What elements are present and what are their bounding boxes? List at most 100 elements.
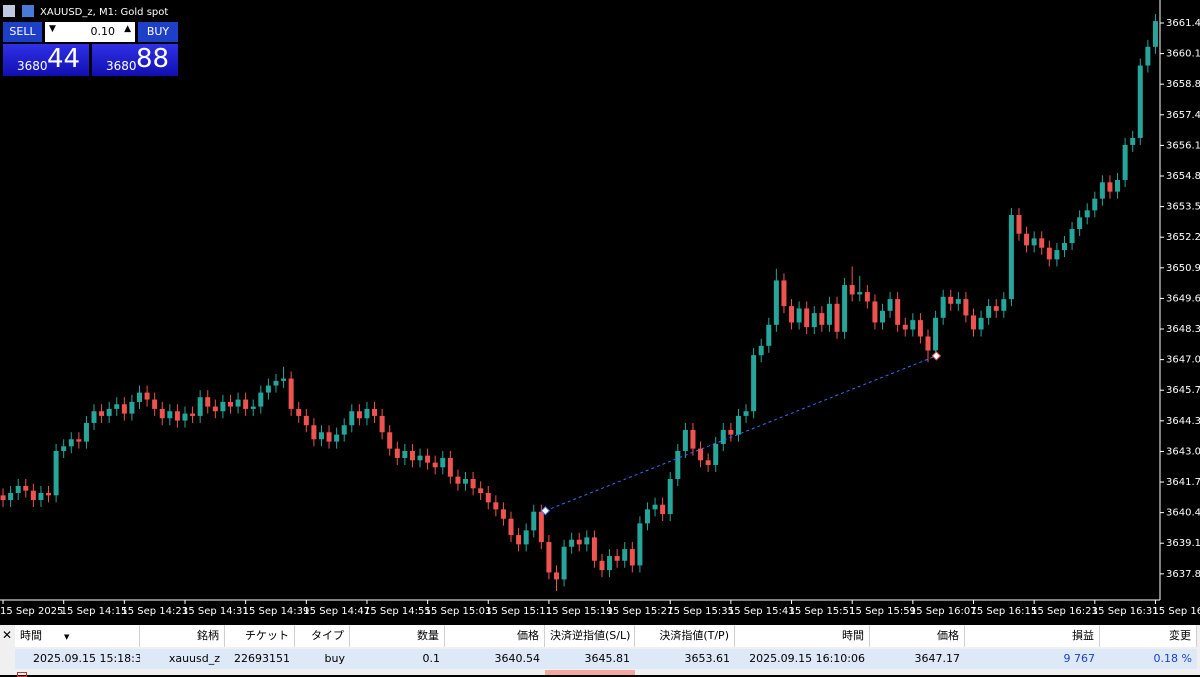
candle-body	[599, 560, 605, 571]
y-tick-label: 3656.18	[1166, 140, 1200, 151]
menu-icon[interactable]	[3, 5, 15, 17]
y-tick-label: 3645.70	[1166, 385, 1200, 396]
candle-body	[455, 476, 461, 484]
candle-body	[864, 292, 870, 302]
candle-body	[364, 408, 370, 419]
column-header[interactable]: 変更	[1100, 625, 1197, 647]
candle-body	[463, 478, 469, 484]
column-header[interactable]: チケット	[225, 625, 295, 647]
buy-button[interactable]: BUY	[138, 22, 178, 42]
candle-body	[887, 299, 893, 311]
candle-body	[23, 485, 29, 491]
ask-big: 88	[136, 44, 170, 74]
chart: XAUUSD_z, M1: Gold spot 3661.42 3660.11 36…	[0, 0, 1200, 617]
candle-body	[644, 509, 650, 524]
candle-body	[379, 415, 385, 433]
candle-body	[940, 296, 946, 318]
column-header[interactable]: 価格	[870, 625, 965, 647]
candle-body	[311, 425, 317, 440]
column-header[interactable]: 損益	[965, 625, 1100, 647]
candle-body	[334, 434, 340, 442]
column-header[interactable]: 決済逆指値(S/L)	[545, 625, 635, 647]
close-icon[interactable]: ✕	[2, 628, 13, 642]
position-cell: 2025.09.15 16:10:06	[735, 649, 870, 669]
column-header[interactable]: タイプ	[295, 625, 350, 647]
y-tick-label: 3661.42	[1166, 18, 1200, 29]
candle-body	[99, 411, 105, 416]
volume-down[interactable]: ▼	[49, 24, 56, 34]
candle-body	[789, 306, 795, 323]
candle-body	[91, 411, 97, 423]
y-tick-label: 3660.11	[1166, 49, 1200, 60]
candle-body	[372, 408, 378, 416]
x-tick-label: 15 Sep 15:43	[728, 606, 795, 617]
x-tick-label: 15 Sep 14:39	[243, 606, 310, 617]
x-tick-label: 15 Sep 15:03	[425, 606, 492, 617]
x-tick-label: 15 Sep 14:55	[364, 606, 431, 617]
position-cell: 9 767	[965, 649, 1100, 669]
candle-body	[1099, 182, 1105, 199]
volume-value[interactable]: 0.10	[90, 25, 116, 38]
candle-body	[811, 313, 817, 328]
column-header[interactable]: 決済指値(T/P)	[635, 625, 735, 647]
candle-body	[735, 415, 741, 435]
candle-body	[356, 411, 362, 419]
candle-body	[569, 539, 575, 547]
y-tick-label: 3653.56	[1166, 202, 1200, 213]
candle-body	[1137, 65, 1143, 138]
column-header[interactable]: 時間 ▼	[15, 625, 140, 647]
candle-body	[1061, 243, 1067, 251]
y-tick-label: 3654.87	[1166, 171, 1200, 182]
candle-body	[1016, 215, 1022, 234]
candle-body	[129, 401, 135, 414]
candle-body	[106, 408, 112, 416]
candle-body	[1152, 21, 1158, 47]
candle-body	[258, 392, 264, 407]
candle-body	[667, 478, 673, 515]
volume-up[interactable]: ▲	[124, 24, 131, 34]
candle-body	[1069, 229, 1075, 244]
candle-body	[341, 425, 347, 435]
column-header[interactable]: 数量	[350, 625, 445, 647]
y-tick-label: 3640.46	[1166, 508, 1200, 519]
candle-body	[751, 355, 757, 412]
candle-body	[15, 485, 21, 494]
candle-body	[1054, 250, 1060, 260]
sell-button[interactable]: SELL	[3, 22, 42, 42]
candle-body	[804, 308, 810, 328]
candle-body	[993, 306, 999, 311]
candle-body	[629, 549, 635, 566]
candle-body	[83, 422, 89, 442]
candle-body	[0, 495, 6, 501]
sl-band	[545, 670, 635, 675]
candle-body	[417, 455, 423, 461]
candle-body	[470, 478, 476, 489]
column-header[interactable]: 価格	[445, 625, 545, 647]
x-tick-label: 15 Sep 15:51	[789, 606, 856, 617]
candle-body	[235, 399, 241, 407]
candle-body	[637, 523, 643, 566]
x-tick-label: 15 Sep 2025	[0, 606, 63, 617]
candle-body	[842, 285, 848, 332]
exit-marker	[931, 351, 942, 361]
y-tick-label: 3648.32	[1166, 324, 1200, 335]
volume-box[interactable]: ▼ 0.10 ▲	[45, 22, 135, 42]
candle-body	[660, 504, 666, 515]
candle-body	[773, 280, 779, 325]
position-cell: 3640.54	[445, 649, 545, 669]
candle-body	[766, 324, 772, 346]
candle-body	[963, 299, 969, 316]
y-tick-label: 3650.94	[1166, 263, 1200, 274]
candle-body	[182, 413, 188, 421]
column-header[interactable]: 時間	[735, 625, 870, 647]
candle-body	[76, 439, 82, 442]
candle-body	[895, 299, 901, 325]
column-header[interactable]: 銘柄	[140, 625, 225, 647]
candle-body	[61, 446, 67, 451]
candle-body	[872, 301, 878, 323]
bid-box[interactable]: 3680 44	[3, 44, 89, 76]
candle-body	[849, 285, 855, 295]
ask-box[interactable]: 3680 88	[92, 44, 178, 76]
candle-body	[493, 502, 499, 510]
